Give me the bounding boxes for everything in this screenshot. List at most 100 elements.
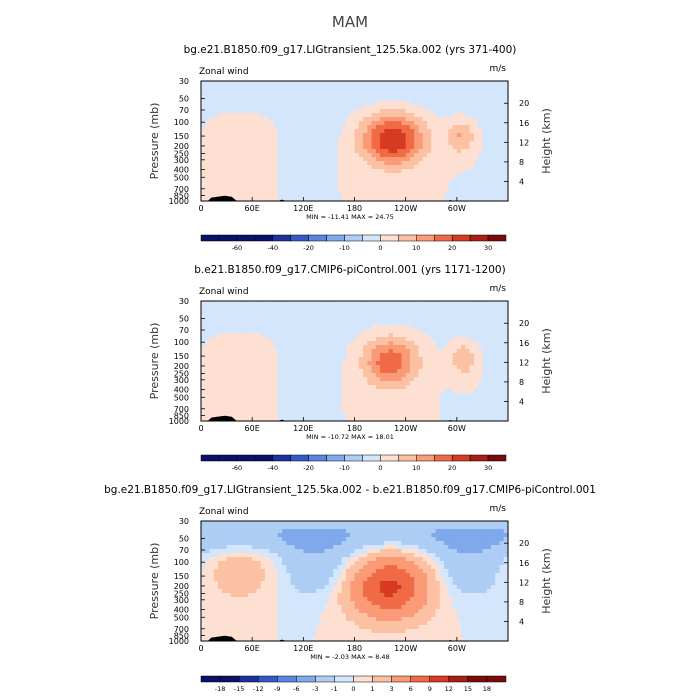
contour-cell [235,533,240,538]
contour-cell [205,405,211,410]
contour-cell [401,181,407,186]
contour-cell [226,373,232,378]
contour-cell [448,545,454,550]
contour-cell [328,345,334,350]
contour-cell [320,161,326,166]
contour-cell [213,133,219,138]
contour-cell [303,81,309,86]
contour-cell [384,333,390,338]
contour-cell [448,125,454,130]
contour-cell [205,545,211,550]
contour-cell [465,113,471,118]
contour-cell [367,393,373,398]
contour-cell [478,173,484,178]
contour-cell [345,133,351,138]
contour-cell [341,373,347,378]
contour-cell [243,157,249,162]
colorbar-box [236,454,256,462]
contour-cell [201,85,206,90]
contour-cell [371,305,377,310]
contour-cell [264,389,270,394]
contour-cell [307,145,313,150]
contour-cell [380,369,385,374]
contour-cell [414,381,420,386]
contour-cell [345,357,351,362]
contour-cell [350,85,356,90]
contour-cell [277,397,283,402]
contour-cell [482,181,488,186]
contour-cell [358,417,364,422]
contour-cell [273,153,279,158]
colorbar-box [290,234,309,242]
contour-cell [367,121,373,126]
contour-cell [375,529,381,534]
contour-cell [294,185,300,190]
contour-cell [316,321,321,326]
contour-cell [350,405,356,410]
contour-cell [478,101,484,106]
contour-cell [247,381,253,386]
contour-cell [337,185,343,190]
contour-cell [320,157,326,162]
contour-cell [337,173,343,178]
contour-cell [371,101,377,106]
contour-cell [341,521,347,526]
contour-cell [213,301,219,306]
contour-cell [350,329,356,334]
contour-cell [431,365,437,370]
contour-cell [273,161,279,166]
contour-cell [299,353,304,358]
contour-cell [282,397,287,402]
contour-cell [213,401,219,406]
contour-cell [397,81,402,86]
contour-cell [213,173,219,178]
contour-cell [354,329,360,334]
contour-cell [482,97,488,102]
contour-cell [350,397,356,402]
contour-cell [299,177,304,182]
contour-cell [290,537,296,542]
contour-cell [226,85,232,90]
contour-cell [375,97,381,102]
contour-cell [418,185,424,190]
contour-cell [435,197,441,202]
contour-cell [213,373,219,378]
contour-cell [439,173,445,178]
contour-cell [307,149,313,154]
contour-cell [490,109,496,114]
contour-cell [328,101,334,106]
contour-cell [256,537,262,542]
contour-cell [205,157,211,162]
contour-cell [316,369,321,374]
contour-cell [418,117,424,122]
contour-cell [397,137,402,142]
contour-cell [448,145,454,150]
contour-cell [435,529,441,534]
contour-cell [367,373,373,378]
contour-cell [426,85,432,90]
contour-cell [418,521,424,526]
contour-cell [252,185,258,190]
contour-cell [380,89,385,94]
contour-cell [482,361,488,366]
contour-cell [333,125,339,130]
contour-cell [490,309,496,314]
contour-cell [367,545,373,550]
contour-cell [490,317,496,322]
contour-cell [350,93,356,98]
contour-cell [324,129,330,134]
contour-cell [426,161,432,166]
contour-cell [277,313,283,318]
contour-cell [444,389,449,394]
contour-cell [444,133,449,138]
contour-cell [316,541,321,546]
y-tick-label: 850 [174,411,189,420]
contour-cell [264,109,270,114]
contour-cell [235,157,240,162]
contour-cell [461,153,466,158]
contour-cell [341,125,347,130]
contour-cell [294,301,300,306]
contour-cell [303,365,309,370]
contour-cell [333,545,339,550]
contour-cell [461,313,466,318]
